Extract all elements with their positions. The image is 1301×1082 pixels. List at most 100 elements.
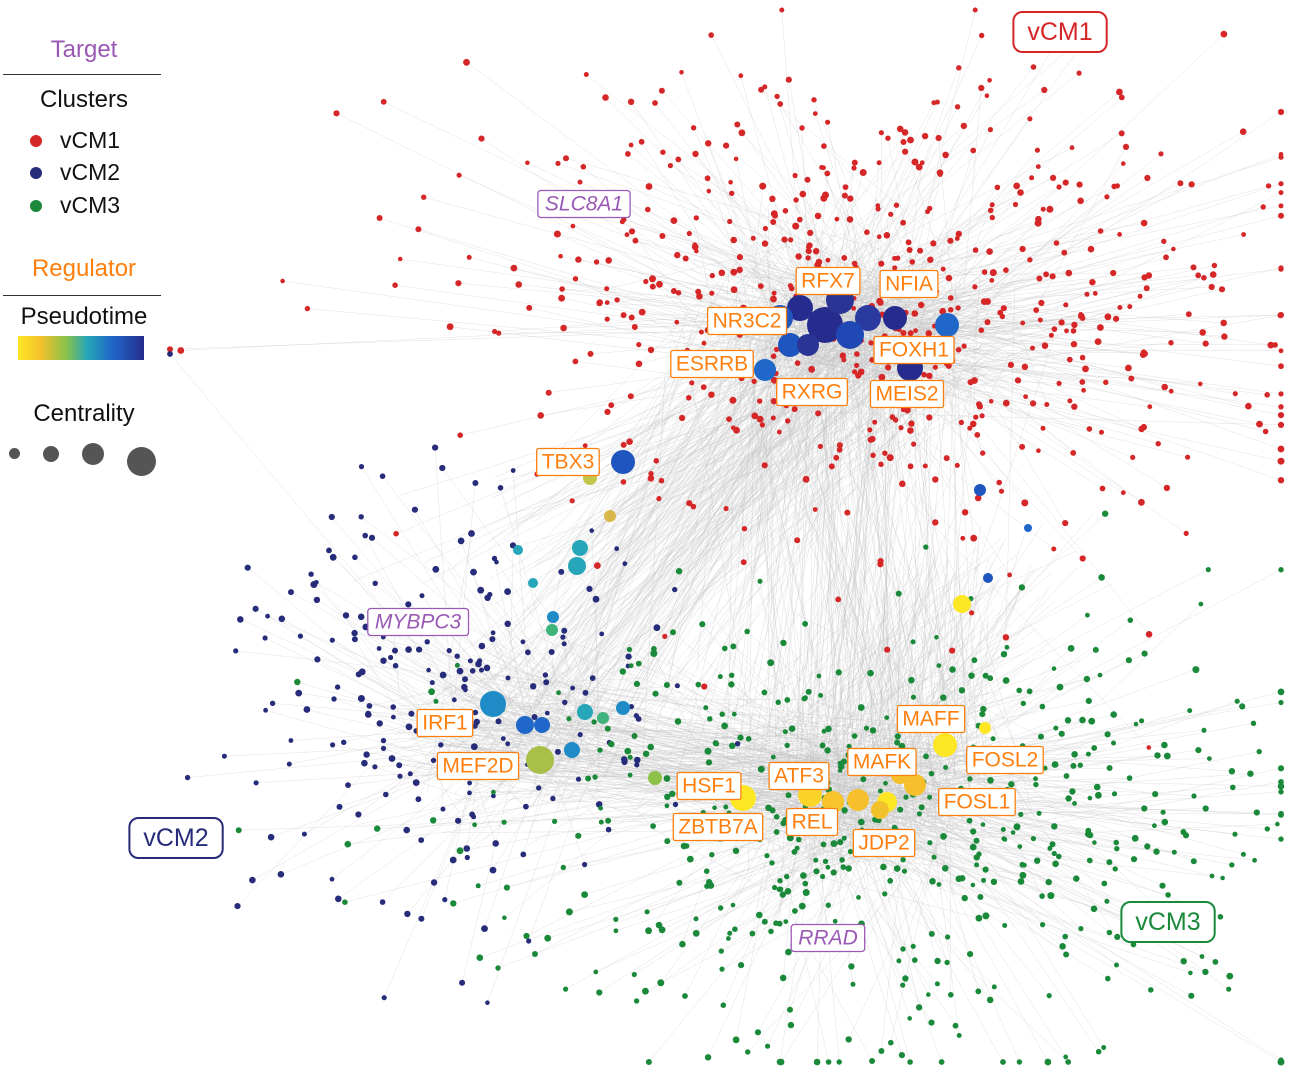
target-node xyxy=(764,853,769,858)
target-node xyxy=(1070,763,1076,769)
target-node xyxy=(659,926,666,933)
regulator-label-fosl1-text: FOSL1 xyxy=(944,791,1011,814)
target-node xyxy=(776,700,781,705)
network-edge xyxy=(434,791,519,883)
target-node xyxy=(990,215,995,220)
target-node xyxy=(1119,95,1125,101)
target-node xyxy=(628,755,633,760)
target-node xyxy=(987,997,994,1004)
target-node xyxy=(1191,793,1196,798)
target-node xyxy=(1003,837,1008,842)
target-node xyxy=(900,983,905,988)
target-node xyxy=(908,330,914,336)
target-node xyxy=(852,160,858,166)
target-node xyxy=(976,915,983,922)
target-node xyxy=(813,868,819,874)
regulator-node xyxy=(648,771,662,785)
target-node xyxy=(705,175,711,181)
target-node xyxy=(949,648,955,654)
target-node xyxy=(990,269,997,276)
target-node xyxy=(1279,313,1284,318)
target-node xyxy=(526,938,531,943)
target-node xyxy=(728,180,733,185)
target-node xyxy=(868,340,873,345)
target-node xyxy=(1212,263,1217,268)
target-node xyxy=(795,253,801,259)
target-node xyxy=(430,680,435,685)
regulator-label-hsf1: HSF1 xyxy=(677,773,741,800)
target-node xyxy=(1139,718,1144,723)
target-node xyxy=(833,919,838,924)
target-node xyxy=(1033,307,1039,313)
target-node xyxy=(979,711,985,717)
target-node xyxy=(689,380,694,385)
target-node xyxy=(1059,731,1065,737)
network-edge xyxy=(510,349,793,752)
target-node xyxy=(471,814,476,819)
target-node xyxy=(955,104,960,109)
target-node xyxy=(734,122,740,128)
target-node xyxy=(1278,412,1284,418)
target-node xyxy=(1041,426,1046,431)
target-node xyxy=(314,580,319,585)
target-node xyxy=(902,129,909,136)
target-node xyxy=(771,755,776,760)
target-node xyxy=(1022,863,1027,868)
target-node xyxy=(1105,976,1111,982)
target-node xyxy=(652,691,658,697)
target-node xyxy=(1017,189,1024,196)
target-node xyxy=(280,279,285,284)
regulator-node xyxy=(935,313,959,337)
target-node xyxy=(1278,567,1283,572)
target-node xyxy=(1128,617,1134,623)
target-node xyxy=(758,766,765,773)
regulator-label-rel-text: REL xyxy=(792,811,833,834)
target-node xyxy=(329,514,335,520)
target-node xyxy=(882,891,887,896)
target-node xyxy=(1059,319,1065,325)
target-node xyxy=(560,325,567,332)
target-node xyxy=(1278,779,1284,785)
target-node xyxy=(746,736,752,742)
target-node xyxy=(978,85,984,91)
regulator-label-rfx7-text: RFX7 xyxy=(801,270,855,293)
target-node xyxy=(788,237,793,242)
target-node xyxy=(922,133,928,139)
target-node xyxy=(864,726,869,731)
target-node xyxy=(770,296,777,303)
target-node xyxy=(772,885,777,890)
target-node xyxy=(441,807,446,812)
target-node xyxy=(294,679,300,685)
target-node xyxy=(1078,763,1083,768)
target-node xyxy=(722,646,728,652)
target-node xyxy=(627,647,632,652)
target-node xyxy=(1020,321,1025,326)
target-node xyxy=(481,925,488,932)
target-node xyxy=(818,444,823,449)
target-node xyxy=(614,928,619,933)
target-node xyxy=(406,724,413,731)
target-node xyxy=(585,776,591,782)
target-node xyxy=(359,464,364,469)
target-node xyxy=(1035,148,1040,153)
target-node xyxy=(933,365,938,370)
target-node xyxy=(593,970,598,975)
target-node xyxy=(837,839,843,845)
target-node xyxy=(654,458,660,464)
target-node xyxy=(974,862,979,867)
target-node xyxy=(676,290,681,295)
target-node xyxy=(1152,791,1158,797)
target-node xyxy=(605,726,611,732)
target-node xyxy=(1263,429,1269,435)
regulator-label-rel: REL xyxy=(787,809,838,836)
target-node xyxy=(789,286,795,292)
target-node xyxy=(990,202,995,207)
target-node xyxy=(405,646,412,653)
target-node xyxy=(629,228,635,234)
target-node xyxy=(942,865,949,872)
target-node xyxy=(786,792,792,798)
target-node xyxy=(455,654,460,659)
target-node xyxy=(550,796,555,801)
target-node xyxy=(726,936,731,941)
target-node xyxy=(913,328,918,333)
